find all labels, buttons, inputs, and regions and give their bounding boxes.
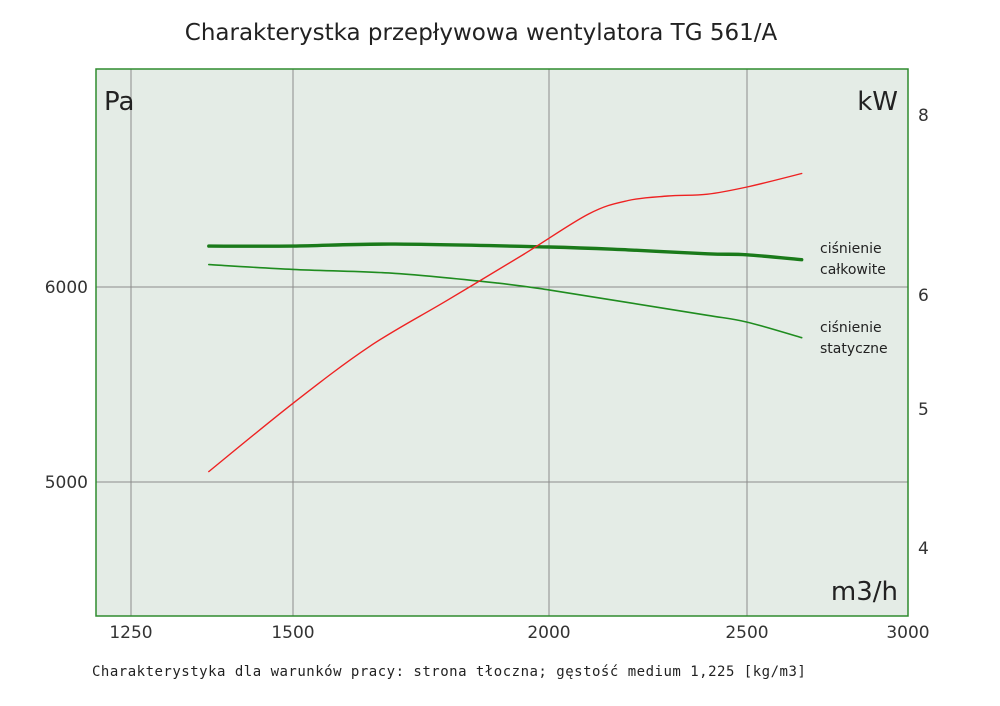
x-tick-label-1500: 1500 xyxy=(271,623,314,643)
y-left-tick-label-6000: 6000 xyxy=(45,278,88,298)
x-tick-label-2500: 2500 xyxy=(725,623,768,643)
y-right-tick-label-6: 6 xyxy=(918,286,929,306)
x-tick-label-2000: 2000 xyxy=(527,623,570,643)
left-axis-unit: Pa xyxy=(104,87,134,117)
total-pressure-line xyxy=(207,242,804,262)
y-left-tick-label-5000: 5000 xyxy=(45,473,88,493)
axis-ticks: 1250 1500 2000 2500 3000 5000 6000 4 5 6 8 xyxy=(45,106,930,643)
y-right-tick-label-5: 5 xyxy=(918,400,929,420)
x-tick-label-3000: 3000 xyxy=(886,623,929,643)
chart-caption: Charakterystyka dla warunków pracy: stro… xyxy=(92,664,806,680)
total-pressure-label-line-2: całkowite xyxy=(820,262,886,278)
static-pressure-label-line-2: statyczne xyxy=(820,341,888,357)
grid xyxy=(96,69,908,616)
plot-area xyxy=(96,69,908,616)
total-pressure-label-line-1: ciśnienie xyxy=(820,241,882,257)
x-tick-label-1250: 1250 xyxy=(109,623,152,643)
static-pressure-line xyxy=(208,263,803,339)
series-labels: ciśnienie całkowite ciśnienie statyczne xyxy=(820,241,888,357)
y-right-tick-label-4: 4 xyxy=(918,539,929,559)
right-axis-unit: kW xyxy=(857,87,898,117)
y-right-tick-label-8: 8 xyxy=(918,106,929,126)
static-pressure-label-line-1: ciśnienie xyxy=(820,320,882,336)
chart-title: Charakterystka przepływowa wentylatora T… xyxy=(185,20,778,46)
power-line xyxy=(208,172,803,473)
series-lines xyxy=(207,172,804,473)
plot-border xyxy=(95,68,909,617)
x-axis-unit: m3/h xyxy=(831,577,898,607)
